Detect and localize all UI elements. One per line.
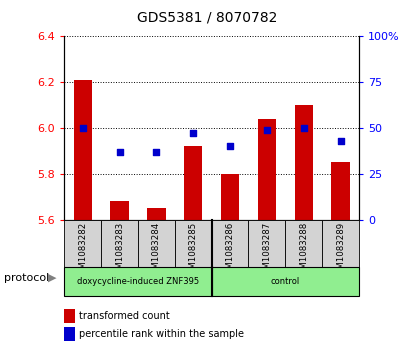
Text: transformed count: transformed count [79, 311, 170, 321]
Text: GSM1083288: GSM1083288 [299, 221, 308, 280]
Point [300, 125, 307, 131]
Text: GSM1083287: GSM1083287 [262, 221, 271, 280]
Text: percentile rank within the sample: percentile rank within the sample [79, 329, 244, 339]
Bar [138, 220, 175, 267]
Bar [73, 80, 92, 220]
Bar [322, 220, 359, 267]
Text: protocol: protocol [4, 273, 49, 283]
Text: GSM1083283: GSM1083283 [115, 221, 124, 280]
Bar [101, 220, 138, 267]
Bar [286, 220, 322, 267]
Text: GSM1083289: GSM1083289 [336, 221, 345, 280]
Text: ▶: ▶ [48, 273, 56, 283]
Bar [147, 208, 166, 220]
Bar [295, 105, 313, 220]
Point [153, 149, 160, 155]
Bar [249, 220, 286, 267]
Bar [331, 162, 350, 220]
Bar [212, 220, 249, 267]
Text: doxycycline-induced ZNF395: doxycycline-induced ZNF395 [77, 277, 199, 286]
Bar [212, 267, 359, 296]
Text: GSM1083286: GSM1083286 [226, 221, 234, 280]
Text: GSM1083282: GSM1083282 [78, 221, 87, 280]
Bar [175, 220, 212, 267]
Text: GDS5381 / 8070782: GDS5381 / 8070782 [137, 11, 278, 25]
Point [264, 127, 270, 133]
Text: GSM1083284: GSM1083284 [152, 221, 161, 280]
Point [227, 143, 233, 149]
Text: control: control [271, 277, 300, 286]
Bar [184, 146, 203, 220]
Bar [258, 119, 276, 220]
Point [79, 125, 86, 131]
Bar [64, 220, 101, 267]
Point [190, 131, 197, 136]
Bar [110, 201, 129, 220]
Point [337, 138, 344, 144]
Text: GSM1083285: GSM1083285 [189, 221, 198, 280]
Bar [64, 267, 212, 296]
Bar [221, 174, 239, 220]
Point [116, 149, 123, 155]
